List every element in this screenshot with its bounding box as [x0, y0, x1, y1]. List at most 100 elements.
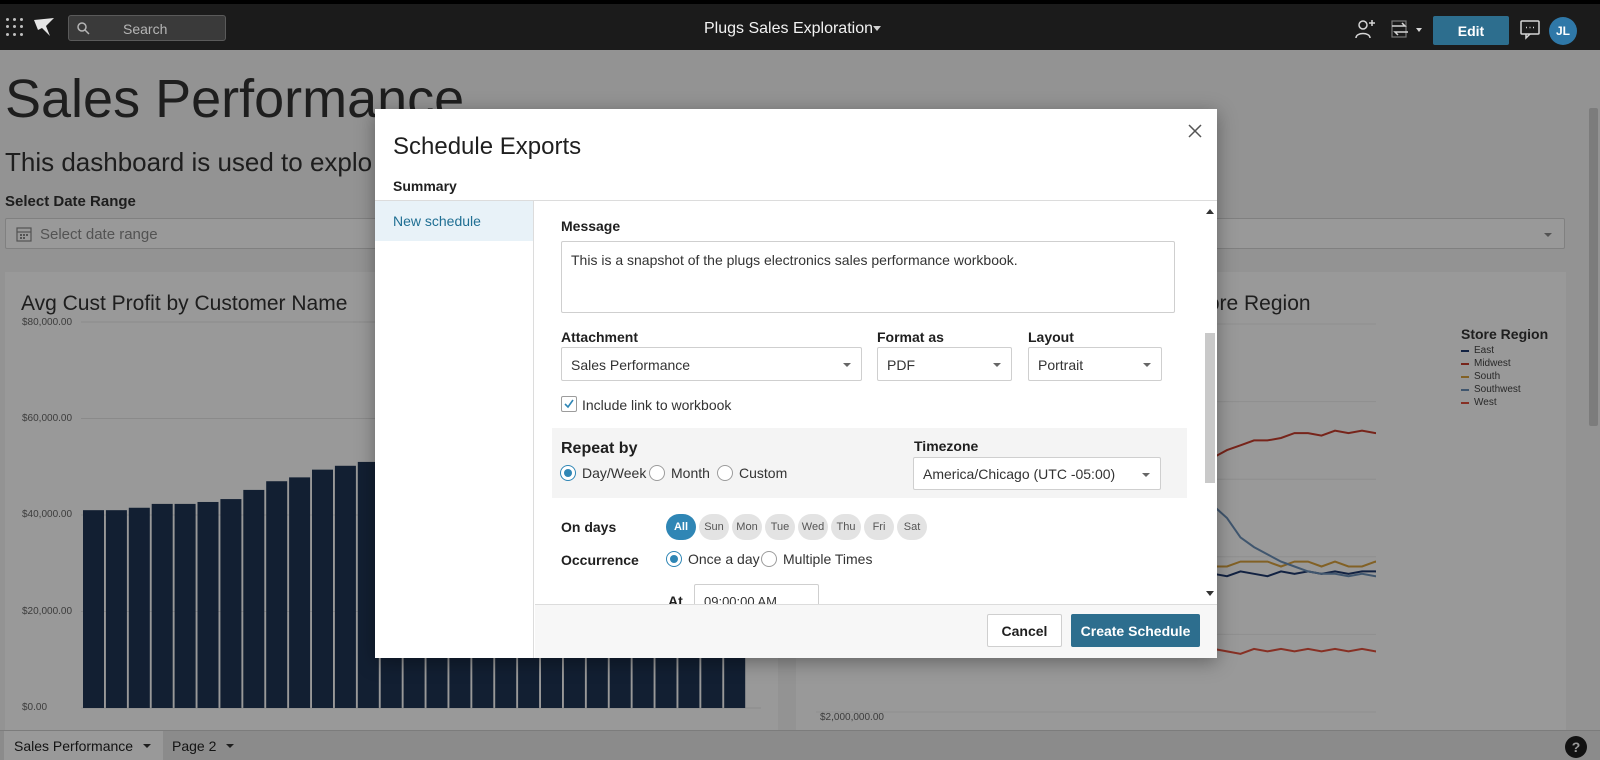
bar [83, 510, 104, 708]
chevron-down-icon[interactable] [1416, 28, 1422, 32]
scroll-thumb [1205, 333, 1215, 483]
bar [334, 465, 356, 708]
day-thu-toggle[interactable]: Thu [831, 514, 861, 540]
radio-selected-icon [560, 465, 576, 481]
legend-title: Store Region [1461, 326, 1549, 342]
calendar-icon [16, 227, 32, 242]
search-input[interactable]: Search [68, 15, 226, 41]
repeat-month-radio[interactable]: Month [649, 465, 710, 481]
attachment-label: Attachment [561, 329, 639, 345]
day-wed-toggle[interactable]: Wed [798, 514, 828, 540]
attachment-select[interactable]: Sales Performance [561, 347, 862, 381]
date-range-label: Select Date Range [5, 193, 136, 210]
summary-label: Summary [393, 178, 457, 194]
format-value: PDF [887, 357, 915, 373]
y-tick-label: $40,000.00 [22, 509, 73, 520]
schedule-item-new[interactable]: New schedule [375, 201, 533, 241]
bar [312, 469, 333, 708]
at-label: At [668, 593, 683, 604]
repeat-custom-radio[interactable]: Custom [717, 465, 787, 481]
cancel-button[interactable]: Cancel [987, 614, 1062, 647]
repeat-day-week-radio[interactable]: Day/Week [560, 465, 646, 481]
bar [105, 510, 127, 708]
timezone-select[interactable]: America/Chicago (UTC -05:00) [913, 457, 1161, 490]
scroll-down-icon [1206, 591, 1214, 596]
day-sun-toggle[interactable]: Sun [699, 514, 729, 540]
radio-label: Multiple Times [783, 551, 873, 567]
scroll-up-icon [1206, 209, 1214, 214]
chevron-down-icon [1143, 363, 1151, 367]
timezone-value: America/Chicago (UTC -05:00) [923, 466, 1116, 482]
day-mon-toggle[interactable]: Mon [732, 514, 762, 540]
page-scrollbar[interactable] [1588, 108, 1598, 760]
bar [357, 461, 379, 708]
y-tick-label: $80,000.00 [22, 317, 73, 328]
bar [128, 507, 150, 708]
include-link-checkbox[interactable] [561, 396, 577, 412]
day-tue-toggle[interactable]: Tue [765, 514, 795, 540]
occurrence-multiple-radio[interactable]: Multiple Times [761, 551, 872, 567]
comment-icon[interactable] [1518, 17, 1542, 41]
apps-grid-icon[interactable] [6, 18, 23, 36]
message-textarea[interactable]: This is a snapshot of the plugs electron… [561, 241, 1175, 313]
occurrence-once-radio[interactable]: Once a day [666, 551, 760, 567]
tab-page-2[interactable]: Page 2 [162, 731, 244, 760]
tab-label: Page 2 [172, 738, 217, 754]
radio-label: Month [671, 465, 710, 481]
close-icon[interactable] [1187, 123, 1203, 139]
y-tick-label: $2,000,000.00 [820, 712, 884, 723]
radio-label: Custom [739, 465, 788, 481]
chevron-down-icon [843, 363, 851, 367]
search-placeholder: Search [123, 21, 168, 37]
time-input[interactable]: 09:00:00 AM [694, 584, 819, 604]
include-link-label[interactable]: Include link to workbook [582, 397, 732, 413]
bar [266, 481, 288, 708]
chart-title: Avg Cust Profit by Customer Name [21, 292, 348, 315]
form-scrollbar[interactable] [1201, 201, 1217, 604]
timezone-label: Timezone [914, 438, 979, 454]
legend-item: East [1461, 344, 1548, 357]
edit-button[interactable]: Edit [1433, 16, 1509, 45]
layout-select[interactable]: Portrait [1028, 347, 1162, 381]
dashboard-subtitle: This dashboard is used to explo [5, 147, 373, 177]
schedule-form: Message This is a snapshot of the plugs … [535, 201, 1217, 604]
bar [197, 501, 219, 708]
layout-value: Portrait [1038, 357, 1084, 373]
schedule-list: New schedule [375, 201, 534, 658]
bar [289, 477, 311, 708]
radio-label: Day/Week [582, 465, 647, 481]
y-tick-label: $60,000.00 [22, 413, 73, 424]
add-user-icon[interactable] [1353, 17, 1377, 41]
legend-item: Southwest [1461, 383, 1548, 396]
schedule-exports-dialog: Schedule Exports Summary New schedule Me… [375, 109, 1217, 658]
chart-title: tore Region [1202, 292, 1311, 315]
bar [243, 489, 265, 708]
sync-icon[interactable] [1388, 17, 1412, 41]
search-icon [77, 22, 90, 35]
check-icon [564, 399, 574, 409]
day-sat-toggle[interactable]: Sat [897, 514, 927, 540]
occurrence-label: Occurrence [561, 552, 639, 568]
avatar[interactable]: JL [1549, 17, 1577, 45]
page-tab-bar: Sales Performance Page 2 [0, 730, 1600, 760]
create-schedule-button[interactable]: Create Schedule [1071, 614, 1200, 647]
y-tick-label: $0.00 [22, 702, 48, 713]
chevron-down-icon [993, 363, 1001, 367]
date-range-placeholder: Select date range [40, 226, 158, 243]
chevron-down-icon[interactable] [873, 26, 881, 31]
radio-selected-icon [666, 551, 682, 567]
help-button[interactable]: ? [1565, 736, 1587, 758]
repeat-panel: Repeat by Day/Week Month Custom Timezone… [552, 428, 1187, 498]
workbook-title[interactable]: Plugs Sales Exploration [704, 20, 873, 37]
bar [220, 499, 242, 708]
y-tick-label: $20,000.00 [22, 606, 73, 617]
day-all-toggle[interactable]: All [666, 514, 696, 540]
day-fri-toggle[interactable]: Fri [864, 514, 894, 540]
chevron-down-icon [143, 744, 152, 748]
format-select[interactable]: PDF [877, 347, 1012, 381]
chevron-down-icon [1142, 473, 1150, 477]
on-days-label: On days [561, 519, 617, 535]
logo-icon[interactable] [32, 16, 56, 38]
message-label: Message [561, 218, 621, 234]
tab-sales-performance[interactable]: Sales Performance [4, 731, 164, 760]
